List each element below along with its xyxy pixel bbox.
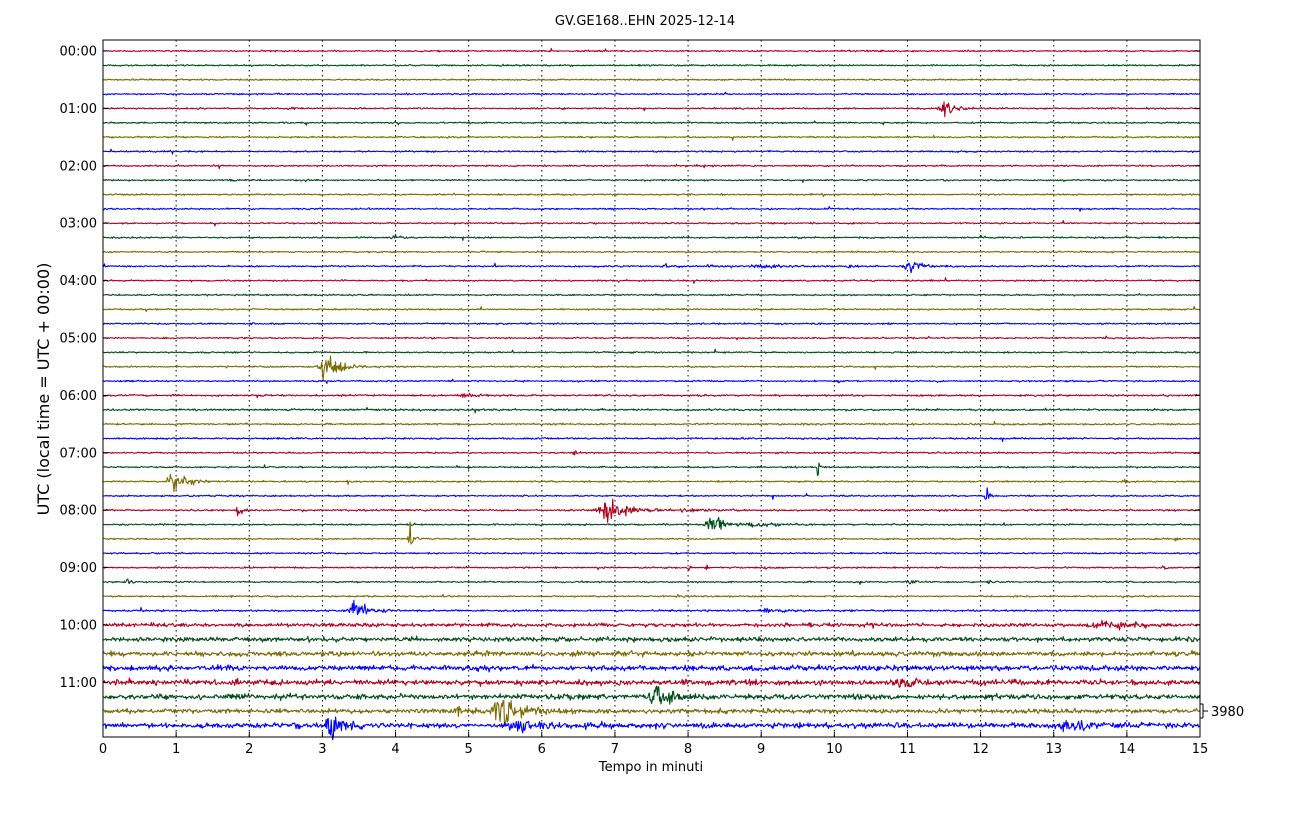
x-tick-label: 1 bbox=[172, 742, 180, 757]
x-tick-label: 9 bbox=[757, 742, 765, 757]
scale-bar-label: 3980 bbox=[1211, 705, 1244, 720]
trace-row bbox=[102, 120, 1201, 126]
trace-row bbox=[102, 378, 1200, 385]
trace-row bbox=[102, 663, 1201, 673]
x-tick-label: 12 bbox=[972, 742, 989, 757]
trace-row bbox=[102, 699, 1201, 725]
trace-row bbox=[102, 78, 1201, 83]
x-tick-label: 7 bbox=[611, 742, 619, 757]
trace-row bbox=[102, 305, 1201, 313]
x-tick-label: 0 bbox=[99, 742, 107, 757]
trace-row bbox=[102, 101, 1201, 118]
trace-row bbox=[102, 677, 1201, 688]
x-tick-label: 11 bbox=[899, 742, 916, 757]
trace-row bbox=[102, 578, 1201, 586]
x-tick-label: 5 bbox=[465, 742, 473, 757]
trace-row bbox=[102, 277, 1201, 284]
y-tick-label: 03:00 bbox=[60, 217, 97, 232]
trace-row bbox=[102, 564, 1201, 571]
trace-row bbox=[102, 63, 1201, 68]
trace-row bbox=[102, 635, 1201, 643]
y-tick-label: 01:00 bbox=[60, 102, 97, 117]
x-axis-ticks: 0 1 2 3 4 5 6 7 8 9 10 11 12 13 14 15 bbox=[99, 732, 1208, 757]
trace-row bbox=[102, 335, 1201, 341]
trace-row bbox=[102, 148, 1201, 155]
trace-row bbox=[102, 163, 1201, 170]
y-axis-ticks: 00:00 01:00 02:00 03:00 04:00 05:00 06:00 07:00… bbox=[60, 45, 1200, 691]
x-tick-label: 8 bbox=[684, 742, 692, 757]
y-tick-label: 07:00 bbox=[60, 446, 97, 461]
grid-layer bbox=[175, 40, 1128, 737]
trace-row bbox=[102, 551, 1200, 555]
trace-row bbox=[102, 593, 1201, 599]
plot-frame bbox=[102, 39, 1201, 738]
x-tick-label: 13 bbox=[1045, 742, 1062, 757]
trace-row bbox=[102, 219, 1201, 227]
y-tick-label: 05:00 bbox=[60, 332, 97, 347]
trace-row bbox=[102, 47, 1201, 53]
trace-row bbox=[102, 392, 1201, 399]
trace-row bbox=[102, 462, 1201, 477]
trace-row bbox=[102, 233, 1201, 241]
trace-row bbox=[102, 348, 1201, 354]
trace-row bbox=[102, 178, 1201, 183]
trace-row bbox=[102, 192, 1201, 197]
x-tick-label: 14 bbox=[1119, 742, 1136, 757]
trace-row bbox=[102, 292, 1201, 297]
x-tick-label: 4 bbox=[391, 742, 399, 757]
trace-row bbox=[102, 91, 1201, 96]
scale-bar: 3980 bbox=[1200, 703, 1244, 720]
y-tick-label: 00:00 bbox=[60, 45, 97, 60]
x-tick-label: 3 bbox=[318, 742, 326, 757]
y-tick-label: 08:00 bbox=[60, 504, 97, 519]
x-tick-label: 2 bbox=[245, 742, 253, 757]
trace-row bbox=[102, 205, 1201, 212]
trace-row bbox=[102, 498, 1201, 523]
trace-row bbox=[102, 685, 1201, 705]
trace-row bbox=[102, 516, 1201, 530]
x-tick-label: 6 bbox=[538, 742, 546, 757]
trace-layer bbox=[102, 47, 1201, 741]
trace-row bbox=[102, 322, 1201, 326]
y-tick-label: 10:00 bbox=[60, 619, 97, 634]
trace-row bbox=[102, 261, 1201, 274]
trace-row bbox=[102, 406, 1201, 414]
trace-row bbox=[102, 355, 1201, 381]
y-tick-label: 11:00 bbox=[60, 676, 97, 691]
trace-row bbox=[102, 649, 1201, 658]
chart-title: GV.GE168..EHN 2025-12-14 bbox=[555, 14, 735, 29]
y-tick-label: 04:00 bbox=[60, 274, 97, 289]
trace-row bbox=[102, 521, 1201, 545]
y-tick-label: 09:00 bbox=[60, 561, 97, 576]
x-tick-label: 15 bbox=[1192, 742, 1209, 757]
trace-row bbox=[102, 716, 1201, 741]
trace-row bbox=[102, 450, 1201, 456]
trace-row bbox=[102, 436, 1201, 443]
y-tick-label: 06:00 bbox=[60, 389, 97, 404]
x-axis-label: Tempo in minuti bbox=[598, 760, 703, 775]
x-tick-label: 10 bbox=[826, 742, 843, 757]
trace-row bbox=[102, 619, 1201, 631]
trace-row bbox=[102, 420, 1201, 427]
trace-row bbox=[102, 134, 1201, 141]
trace-row bbox=[102, 599, 1201, 616]
trace-row bbox=[102, 473, 1201, 493]
y-axis-label: UTC (local time = UTC + 00:00) bbox=[34, 263, 53, 516]
trace-row bbox=[102, 487, 1201, 500]
y-tick-label: 02:00 bbox=[60, 159, 97, 174]
trace-row bbox=[102, 250, 1201, 254]
